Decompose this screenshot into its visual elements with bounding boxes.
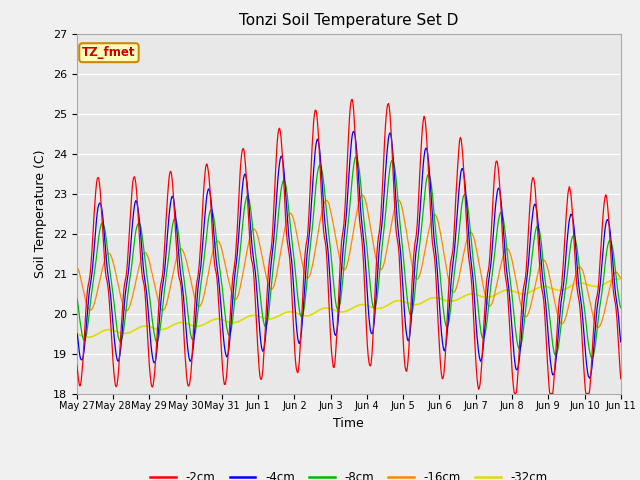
Legend: -2cm, -4cm, -8cm, -16cm, -32cm: -2cm, -4cm, -8cm, -16cm, -32cm [145, 466, 552, 480]
Title: Tonzi Soil Temperature Set D: Tonzi Soil Temperature Set D [239, 13, 458, 28]
X-axis label: Time: Time [333, 417, 364, 430]
Text: TZ_fmet: TZ_fmet [82, 46, 136, 59]
Y-axis label: Soil Temperature (C): Soil Temperature (C) [35, 149, 47, 278]
